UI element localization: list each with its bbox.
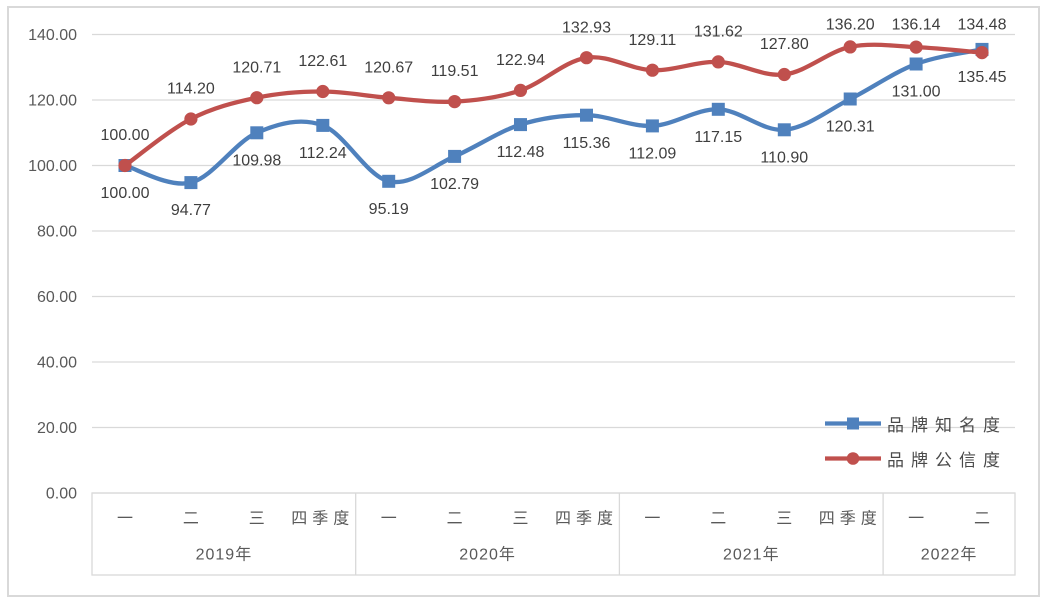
data-label: 100.00 [101, 185, 150, 202]
data-label: 109.98 [232, 152, 281, 169]
quarter-tick-label: 四季度 [291, 510, 354, 528]
circle-marker-icon [909, 40, 923, 54]
legend-square-marker-icon [847, 417, 859, 430]
chart-legend: 品牌知名度品牌公信度 [824, 406, 1007, 476]
circle-marker-icon [777, 67, 791, 82]
circle-marker-icon [579, 51, 594, 65]
y-tick-label: 140.00 [28, 27, 77, 44]
year-tick-label: 2022年 [921, 546, 978, 564]
quarter-tick-label: 一 [908, 511, 924, 528]
quarter-tick-label: 二 [710, 511, 726, 528]
y-tick-label: 120.00 [28, 93, 77, 110]
square-marker-icon [580, 108, 593, 122]
y-tick-label: 100.00 [28, 158, 77, 175]
y-tick-label: 0.00 [46, 486, 77, 503]
square-marker-icon [711, 102, 725, 116]
data-label: 122.61 [298, 53, 347, 70]
data-label: 100.00 [101, 127, 150, 144]
y-tick-label: 40.00 [37, 355, 77, 372]
quarter-tick-label: 四季度 [819, 510, 882, 528]
quarter-tick-label: 二 [183, 511, 199, 528]
chart-frame [7, 6, 1040, 597]
data-label: 129.11 [629, 32, 677, 49]
data-label: 134.48 [958, 17, 1007, 34]
legend-item-credibility: 品牌公信度 [824, 441, 1007, 476]
y-tick-label: 20.00 [37, 420, 77, 437]
circle-marker-icon [118, 158, 132, 173]
legend-swatch-icon [825, 452, 881, 465]
circle-marker-icon [184, 112, 198, 126]
quarter-tick-label: 一 [381, 511, 397, 528]
data-label: 136.20 [826, 17, 875, 34]
data-label: 120.67 [364, 59, 413, 76]
y-tick-label: 60.00 [37, 289, 77, 306]
data-label: 135.45 [958, 69, 1007, 86]
legend-circle-marker-icon [846, 452, 860, 465]
data-label: 94.77 [171, 202, 211, 219]
circle-marker-icon [250, 91, 264, 105]
x-axis-box: 一 二 三 四季度 2019年 一 二 三 四季度 2020年 一 二 三 四季度 2021年 一 二 2022年 [91, 492, 1016, 576]
data-labels-credibility: 100.00 114.20 120.71 122.61 120.67 119.51 122.… [101, 17, 1007, 145]
quarter-tick-label: 三 [776, 511, 792, 528]
quarter-tick-label: 四季度 [555, 510, 618, 528]
data-label: 132.93 [562, 19, 611, 36]
circle-marker-icon [645, 63, 660, 77]
data-label: 131.00 [892, 84, 941, 101]
data-label: 131.62 [694, 24, 743, 41]
data-label: 127.80 [760, 36, 809, 53]
quarter-tick-label: 三 [249, 511, 265, 528]
circle-marker-icon [448, 95, 462, 109]
square-marker-icon [843, 92, 857, 106]
legend-label: 品牌知名度 [887, 416, 1007, 435]
quarter-tick-label: 一 [117, 511, 133, 528]
square-marker-icon [645, 119, 659, 133]
circle-marker-icon [316, 84, 330, 99]
legend-swatch-icon [825, 417, 881, 430]
square-marker-icon [514, 118, 527, 132]
data-label: 114.20 [167, 81, 215, 98]
legend-label: 品牌公信度 [887, 451, 1007, 470]
year-tick-label: 2020年 [459, 546, 516, 564]
circle-marker-icon [975, 46, 989, 60]
quarter-tick-label: 二 [974, 511, 990, 528]
data-label: 120.71 [232, 59, 281, 76]
series-line-credibility [118, 40, 989, 173]
quarter-tick-label: 一 [644, 511, 660, 528]
square-marker-icon [777, 123, 791, 137]
square-marker-icon [250, 126, 264, 140]
data-label: 115.36 [563, 135, 611, 152]
data-label: 102.79 [430, 176, 479, 193]
y-tick-label: 80.00 [37, 224, 77, 241]
square-marker-icon [184, 176, 198, 190]
data-label: 95.19 [369, 201, 409, 218]
square-marker-icon [448, 149, 462, 163]
circle-marker-icon [711, 55, 725, 69]
year-tick-label: 2019年 [196, 546, 253, 564]
data-label: 117.15 [694, 129, 742, 146]
data-label: 112.48 [497, 144, 545, 161]
legend-item-awareness: 品牌知名度 [824, 406, 1007, 441]
quarter-tick-label: 三 [512, 511, 528, 528]
circle-marker-icon [382, 91, 396, 105]
data-labels-awareness: 100.00 94.77 109.98 112.24 95.19 102.79 112.48… [101, 69, 1007, 219]
y-axis-tick-labels: 0.00 20.00 40.00 60.00 80.00 100.00 120.00 140.… [28, 27, 77, 503]
circle-marker-icon [513, 83, 528, 97]
circle-marker-icon [843, 40, 857, 54]
data-label: 110.90 [760, 149, 808, 166]
data-label: 122.94 [496, 52, 545, 69]
data-label: 112.24 [299, 145, 347, 162]
data-label: 112.09 [629, 146, 677, 163]
square-marker-icon [909, 57, 923, 71]
square-marker-icon [316, 118, 330, 132]
quarter-tick-label: 二 [447, 511, 463, 528]
data-label: 120.31 [826, 119, 875, 136]
data-label: 119.51 [431, 63, 479, 80]
data-label: 136.14 [892, 17, 941, 34]
square-marker-icon [382, 174, 396, 188]
year-tick-label: 2021年 [723, 546, 780, 564]
